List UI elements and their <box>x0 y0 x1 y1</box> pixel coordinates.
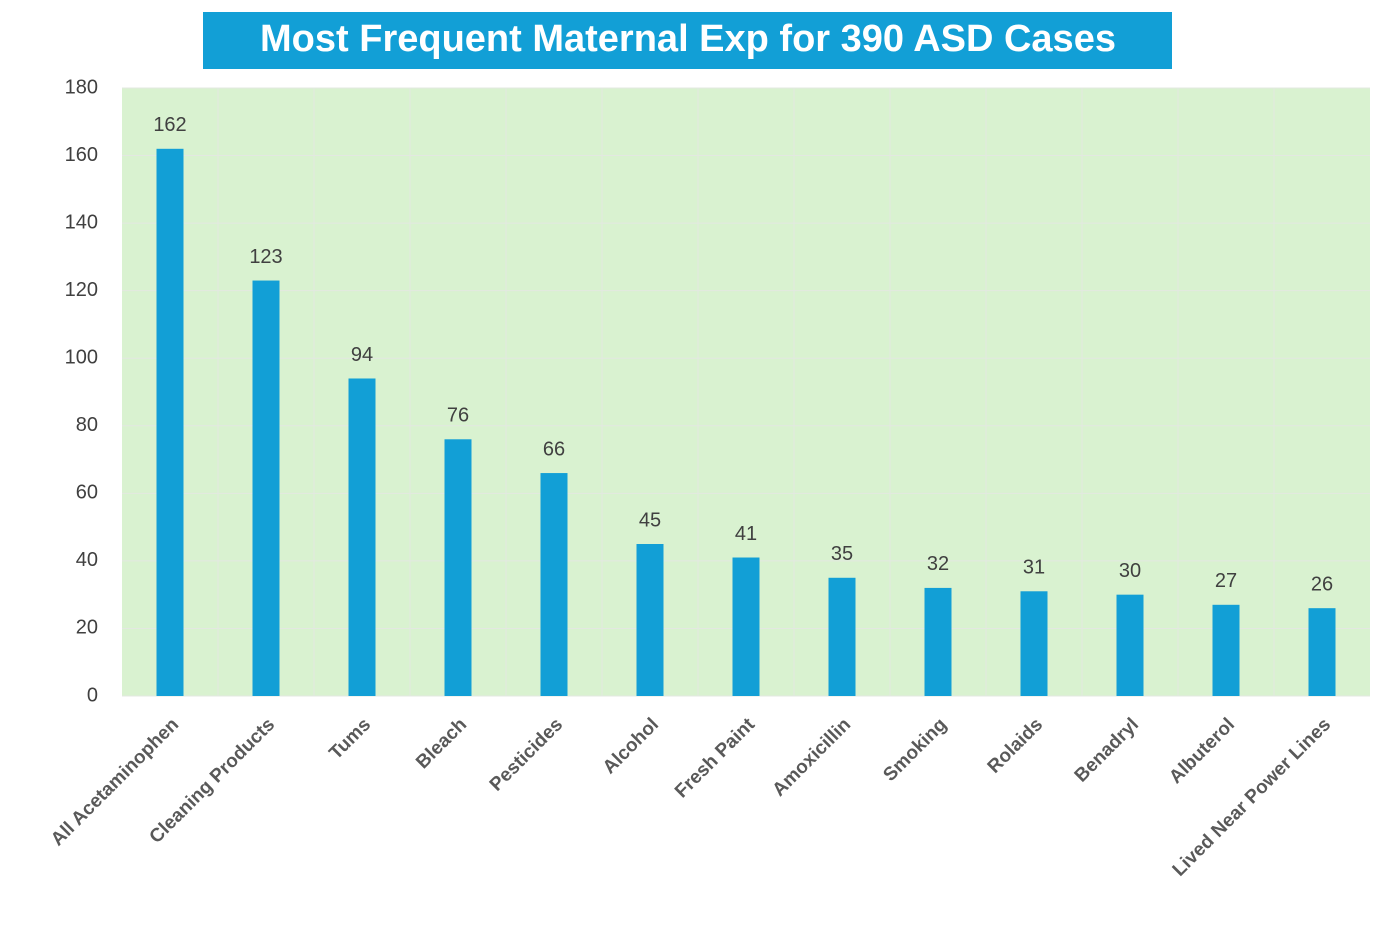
data-label: 27 <box>1215 570 1237 592</box>
y-tick-label: 80 <box>76 414 98 436</box>
data-label: 45 <box>639 509 661 531</box>
bar <box>1308 608 1336 696</box>
data-label: 76 <box>447 405 469 427</box>
bar <box>828 577 856 696</box>
bar <box>636 544 664 696</box>
y-tick-label: 100 <box>65 347 98 369</box>
y-tick-label: 180 <box>65 76 98 98</box>
data-label: 32 <box>927 553 949 575</box>
bar <box>348 378 376 696</box>
chart-title: Most Frequent Maternal Exp for 390 ASD C… <box>260 18 1116 60</box>
bar <box>444 439 472 696</box>
data-label: 94 <box>351 344 373 366</box>
data-label: 66 <box>543 438 565 460</box>
data-label: 162 <box>153 114 186 136</box>
bar <box>156 148 184 697</box>
data-label: 30 <box>1119 560 1141 582</box>
data-label: 35 <box>831 543 853 565</box>
bar <box>732 557 760 696</box>
bar <box>1116 594 1144 696</box>
bar <box>540 473 568 696</box>
y-tick-label: 20 <box>76 617 98 639</box>
y-tick-label: 40 <box>76 549 98 571</box>
y-tick-label: 120 <box>65 279 98 301</box>
data-label: 41 <box>735 523 757 545</box>
bar <box>1212 604 1240 696</box>
y-tick-label: 140 <box>65 211 98 233</box>
y-tick-label: 60 <box>76 482 98 504</box>
title-background <box>203 12 1172 69</box>
y-tick-label: 160 <box>65 144 98 166</box>
data-label: 31 <box>1023 557 1045 579</box>
data-label: 123 <box>249 246 282 268</box>
bar <box>1020 591 1048 696</box>
data-label: 26 <box>1311 573 1333 595</box>
bar <box>924 587 952 696</box>
y-tick-label: 0 <box>87 684 98 706</box>
bar <box>252 280 280 696</box>
